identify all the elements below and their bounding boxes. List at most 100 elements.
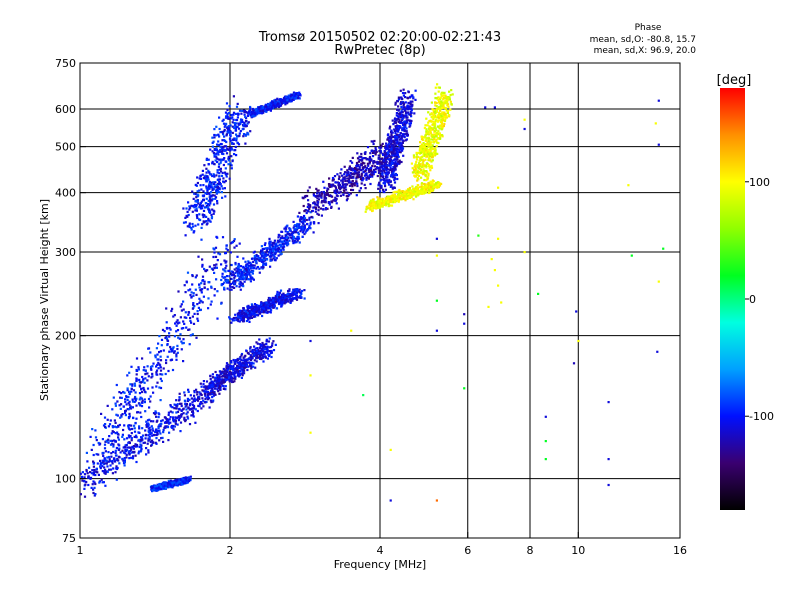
echo-point <box>201 275 205 278</box>
echo-point <box>291 234 294 237</box>
echo-point <box>383 168 386 171</box>
echo-point <box>244 275 247 278</box>
echo-point <box>213 194 216 197</box>
echo-point <box>217 378 220 381</box>
echo-point <box>242 317 245 321</box>
echo-point <box>225 122 228 125</box>
echo-point <box>199 308 202 311</box>
echo-point <box>266 247 269 250</box>
echo-point <box>404 139 407 142</box>
echo-point <box>125 437 129 440</box>
echo-point <box>142 386 145 390</box>
echo-point <box>357 168 361 171</box>
echo-point <box>192 292 195 295</box>
echo-point <box>309 227 312 230</box>
echo-point <box>239 265 243 268</box>
echo-point <box>198 395 201 398</box>
echo-point <box>364 152 367 155</box>
echo-point <box>194 224 197 227</box>
echo-point <box>312 194 315 197</box>
echo-point <box>104 484 107 487</box>
echo-point <box>157 416 160 419</box>
echo-point <box>108 423 112 426</box>
echo-point <box>251 348 254 352</box>
echo-point <box>236 374 239 377</box>
echo-point <box>217 187 220 190</box>
echo-point <box>380 146 383 149</box>
echo-point <box>317 206 320 209</box>
echo-point <box>370 140 373 143</box>
echo-point <box>386 146 389 149</box>
echo-point <box>128 412 131 415</box>
echo-point <box>160 422 163 425</box>
echo-point <box>174 482 178 485</box>
echo-point <box>223 171 227 174</box>
echo-point <box>220 191 223 194</box>
echo-point <box>111 462 114 465</box>
echo-point <box>285 294 288 297</box>
echo-point <box>116 431 119 434</box>
echo-point <box>187 213 190 217</box>
echo-point <box>236 274 240 277</box>
echo-point <box>130 387 133 391</box>
echo-point <box>248 278 251 281</box>
echo-point <box>241 312 244 315</box>
echo-point <box>330 185 333 188</box>
echo-point <box>184 216 187 219</box>
echo-point <box>210 199 213 202</box>
echo-point <box>262 360 265 363</box>
echo-point <box>165 335 168 338</box>
echo-point <box>237 319 240 323</box>
echo-point <box>167 413 170 416</box>
echo-point <box>245 349 248 352</box>
echo-point <box>268 251 271 254</box>
echo-point <box>144 433 147 436</box>
echo-point <box>133 424 136 427</box>
echo-point <box>195 214 198 217</box>
echo-point <box>333 191 337 194</box>
echo-point <box>192 411 195 415</box>
echo-point <box>202 295 205 298</box>
echo-point <box>247 318 250 321</box>
echo-point <box>105 460 108 463</box>
echo-point <box>268 353 271 356</box>
echo-point <box>215 125 218 128</box>
echo-point <box>221 370 224 373</box>
echo-point <box>205 180 208 183</box>
echo-point <box>226 128 230 131</box>
echo-point <box>195 336 198 339</box>
echo-point <box>177 419 181 422</box>
echo-point <box>302 197 305 200</box>
echo-point <box>229 285 232 288</box>
echo-point <box>294 237 297 240</box>
echo-point <box>160 379 163 383</box>
echo-point <box>241 282 244 285</box>
echo-point <box>180 415 183 418</box>
echo-point <box>107 460 110 463</box>
echo-point <box>139 450 142 453</box>
echo-point <box>138 385 142 388</box>
echo-point <box>98 481 101 484</box>
echo-point <box>198 213 201 216</box>
echo-point <box>258 107 261 110</box>
echo-point <box>377 187 380 190</box>
echo-point <box>175 324 178 327</box>
echo-point <box>184 221 187 224</box>
echo-point <box>186 210 189 213</box>
echo-point <box>94 493 97 496</box>
echo-point <box>294 229 297 232</box>
echo-point <box>333 198 336 201</box>
echo-point <box>209 173 212 176</box>
echo-point <box>161 436 164 439</box>
echo-point <box>120 392 123 395</box>
echo-point <box>361 157 364 160</box>
echo-point <box>148 436 151 439</box>
echo-point <box>283 239 286 242</box>
echo-point <box>235 316 238 319</box>
echo-point <box>303 289 306 292</box>
echo-point <box>218 158 221 161</box>
echo-point <box>323 199 326 202</box>
echo-point <box>251 272 254 275</box>
echo-point <box>210 387 213 390</box>
